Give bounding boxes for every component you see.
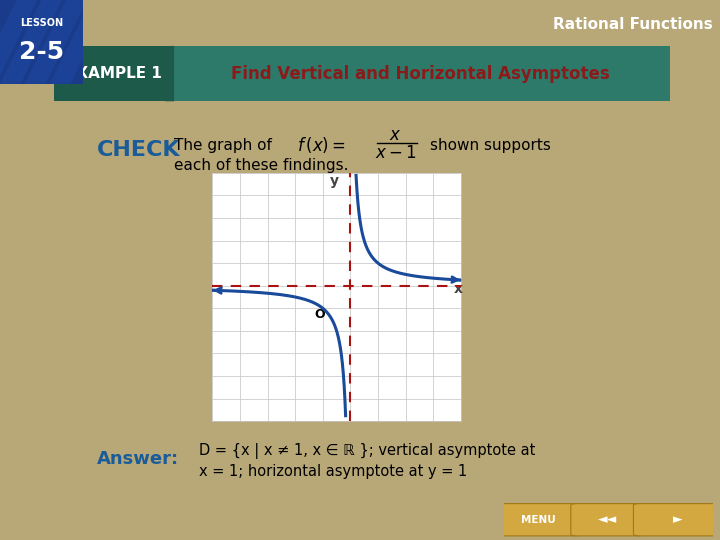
Text: $x-1$: $x-1$ bbox=[374, 144, 417, 162]
Text: ◄◄: ◄◄ bbox=[598, 513, 617, 526]
Polygon shape bbox=[165, 46, 174, 102]
Text: x: x bbox=[454, 282, 462, 296]
Text: Find Vertical and Horizontal Asymptotes: Find Vertical and Horizontal Asymptotes bbox=[231, 65, 610, 83]
Polygon shape bbox=[24, 0, 87, 84]
Text: MENU: MENU bbox=[521, 515, 556, 525]
FancyBboxPatch shape bbox=[495, 504, 581, 536]
Text: 2-5: 2-5 bbox=[19, 40, 64, 64]
FancyBboxPatch shape bbox=[634, 504, 720, 536]
Text: x = 1; horizontal asymptote at y = 1: x = 1; horizontal asymptote at y = 1 bbox=[199, 464, 467, 479]
FancyBboxPatch shape bbox=[0, 0, 83, 84]
Text: The graph of: The graph of bbox=[174, 138, 272, 153]
Polygon shape bbox=[50, 0, 112, 84]
Text: $f\,(x)=$: $f\,(x)=$ bbox=[297, 135, 346, 155]
FancyBboxPatch shape bbox=[54, 46, 174, 102]
Text: EXAMPLE 1: EXAMPLE 1 bbox=[66, 66, 162, 81]
Polygon shape bbox=[0, 0, 62, 84]
Text: LESSON: LESSON bbox=[20, 18, 63, 28]
Text: y: y bbox=[330, 174, 338, 188]
FancyBboxPatch shape bbox=[54, 46, 670, 102]
Text: Rational Functions: Rational Functions bbox=[553, 17, 713, 32]
Text: each of these findings.: each of these findings. bbox=[174, 158, 348, 173]
Text: O: O bbox=[315, 308, 325, 321]
FancyBboxPatch shape bbox=[571, 504, 644, 536]
Text: Answer:: Answer: bbox=[97, 450, 179, 468]
Text: ►: ► bbox=[672, 513, 682, 526]
Text: shown supports: shown supports bbox=[430, 138, 550, 153]
Polygon shape bbox=[0, 0, 37, 84]
Text: CHECK: CHECK bbox=[97, 140, 181, 160]
Text: $x$: $x$ bbox=[390, 125, 402, 144]
Text: D = {x | x ≠ 1, x ∈ ℝ }; vertical asymptote at: D = {x | x ≠ 1, x ∈ ℝ }; vertical asympt… bbox=[199, 443, 535, 460]
